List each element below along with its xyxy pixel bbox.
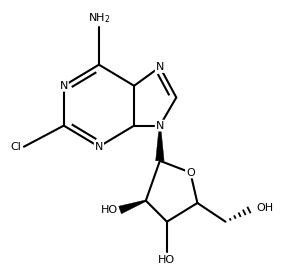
Text: N: N xyxy=(156,121,164,131)
Polygon shape xyxy=(119,200,146,214)
Text: OH: OH xyxy=(256,203,273,213)
Text: HO: HO xyxy=(101,205,118,215)
Polygon shape xyxy=(156,126,164,161)
Text: Cl: Cl xyxy=(11,142,21,152)
Text: N: N xyxy=(156,62,164,72)
Text: HO: HO xyxy=(158,255,176,265)
Text: N: N xyxy=(60,81,68,91)
Text: NH$_2$: NH$_2$ xyxy=(88,11,110,25)
Text: O: O xyxy=(186,167,195,177)
Text: N: N xyxy=(95,142,103,152)
